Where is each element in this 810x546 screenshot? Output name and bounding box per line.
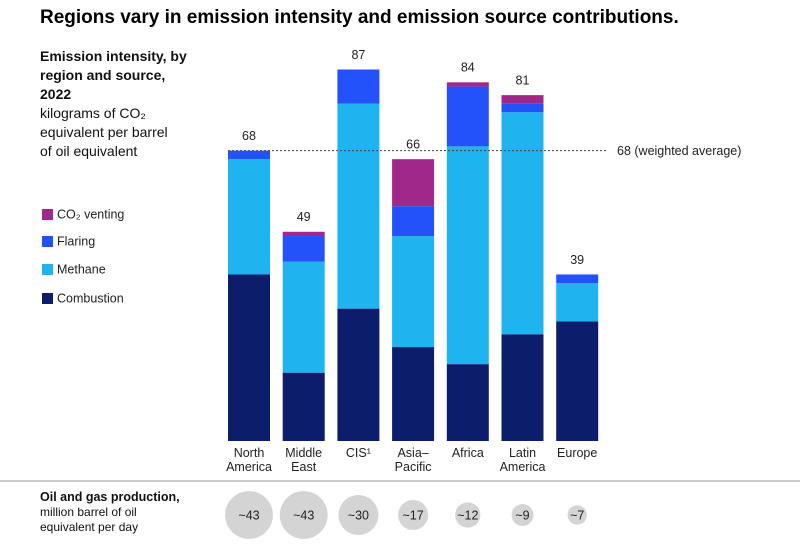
legend-swatch	[42, 236, 53, 247]
total-label: 39	[570, 253, 584, 267]
production-subtitle: million barrel of oil equivalent per day	[40, 505, 139, 534]
bar-segment	[337, 103, 380, 309]
x-tick-label: Latin America	[499, 446, 546, 474]
bar-segment	[501, 103, 544, 113]
bar-segment	[392, 347, 435, 441]
production-bubble	[279, 491, 328, 539]
total-label: 81	[516, 73, 530, 87]
total-label: 68	[242, 129, 256, 143]
chart-title: Regions vary in emission intensity and e…	[40, 7, 679, 28]
x-tick-label: Europe	[557, 446, 598, 460]
bar-segment	[337, 308, 380, 441]
x-tick-label: Middle East	[285, 446, 323, 474]
production-bubble	[338, 495, 379, 535]
bar-segment	[556, 283, 599, 322]
total-label: 87	[351, 48, 365, 62]
total-label: 49	[297, 210, 311, 224]
reference-label: 68 (weighted average)	[617, 144, 741, 158]
x-tick-label: Asia–Pacific	[394, 446, 432, 474]
x-tick-label: North America	[226, 446, 272, 474]
production-label: ~12	[457, 508, 478, 522]
production-label: ~7	[570, 508, 584, 522]
legend-label: Combustion	[57, 291, 124, 305]
production-label: ~9	[515, 508, 529, 522]
legend-label: CO₂ venting	[57, 207, 124, 221]
production-bubble	[398, 499, 429, 531]
total-label: 66	[406, 137, 420, 151]
bar-segment	[501, 112, 544, 335]
bar-segment	[446, 364, 489, 441]
bar-segment	[228, 159, 270, 275]
bar-segment	[282, 231, 325, 237]
legend-swatch	[42, 264, 53, 275]
panel-subtitle: kilograms of CO₂ equivalent per barrel o…	[40, 105, 168, 159]
bar-segment	[392, 236, 435, 348]
bar-segment	[446, 82, 489, 87]
production-label: ~17	[402, 508, 423, 522]
legend-label: Flaring	[57, 234, 95, 248]
x-tick-label: CIS¹	[345, 446, 371, 460]
panel-title: Emission intensity, by region and source…	[40, 48, 187, 102]
production-bubble	[225, 491, 273, 539]
bar-segment	[501, 334, 544, 441]
bar-segment	[556, 321, 599, 441]
total-label: 84	[461, 61, 475, 75]
bar-segment	[446, 146, 489, 365]
x-tick-label: Africa	[451, 446, 484, 460]
legend-swatch	[42, 293, 53, 304]
bar-segment	[501, 95, 544, 104]
production-bubble	[455, 502, 481, 528]
bar-segment	[556, 274, 599, 284]
bar-segment	[228, 274, 270, 441]
bar-segment	[282, 261, 325, 373]
bar-segment	[446, 86, 489, 147]
production-label: ~30	[348, 508, 369, 522]
legend-label: Methane	[57, 262, 106, 276]
production-title: Oil and gas production,	[40, 490, 180, 504]
bar-segment	[228, 150, 270, 160]
production-label: ~43	[238, 508, 259, 522]
legend-swatch	[42, 209, 53, 220]
bar-segment	[392, 206, 435, 237]
production-bubble	[567, 505, 587, 525]
bar-segment	[282, 236, 325, 262]
production-label: ~43	[293, 508, 314, 522]
bar-segment	[337, 69, 380, 104]
bar-segment	[392, 159, 435, 207]
bar-segment	[282, 372, 325, 441]
production-bubble	[511, 504, 534, 526]
